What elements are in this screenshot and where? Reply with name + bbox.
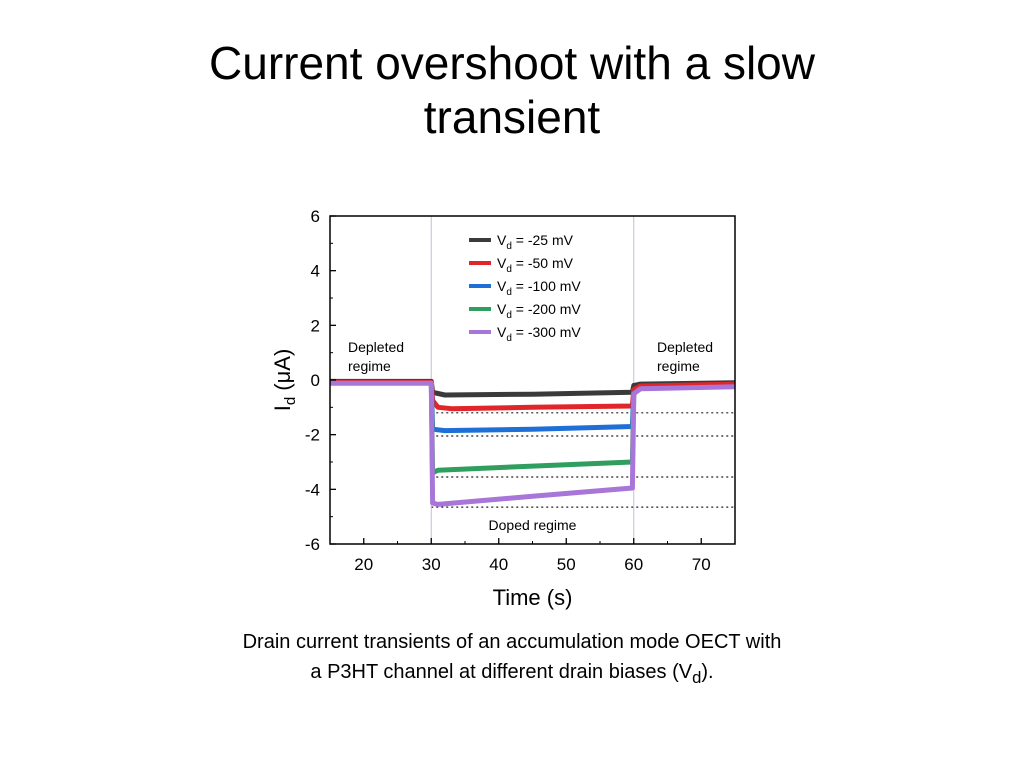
legend-label: Vd = -50 mV xyxy=(497,255,574,275)
legend-label: Vd = -25 mV xyxy=(497,232,574,252)
figure-caption: Drain current transients of an accumulat… xyxy=(0,627,1024,693)
caption-line-2: a P3HT channel at different drain biases… xyxy=(0,657,1024,693)
slide-title: Current overshoot with a slow transient xyxy=(0,36,1024,144)
chart: 20 30 40 50 60 70 6 4 2 0 -2 -4 -6 Time (s) Id (μA) Dep… xyxy=(260,200,750,620)
y-tick-label: -4 xyxy=(305,480,320,499)
legend-label: Vd = -100 mV xyxy=(497,278,581,298)
y-tick-label: 0 xyxy=(311,371,320,390)
y-tick-label: -6 xyxy=(305,535,320,554)
annotation-bottom: Doped regime xyxy=(489,517,577,533)
x-tick-label: 50 xyxy=(557,555,576,574)
annotation-left-line2: regime xyxy=(348,358,391,374)
caption-line-1: Drain current transients of an accumulat… xyxy=(242,631,782,653)
annotation-right-line1: Depleted xyxy=(657,339,713,355)
y-tick-label: 2 xyxy=(311,316,320,335)
x-tick-label: 30 xyxy=(422,555,441,574)
x-tick-label: 60 xyxy=(624,555,643,574)
caption-line-2-pre: a P3HT channel at different drain biases… xyxy=(310,661,693,683)
x-tick-label: 40 xyxy=(489,555,508,574)
caption-line-2-sub: d xyxy=(692,668,702,687)
title-line-2: transient xyxy=(423,91,601,143)
series-line xyxy=(330,380,736,507)
title-line-1: Current overshoot with a slow xyxy=(209,37,815,89)
legend-label: Vd = -300 mV xyxy=(497,324,581,344)
x-tick-label: 20 xyxy=(354,555,373,574)
y-tick-label: 6 xyxy=(311,207,320,226)
x-axis-label: Time (s) xyxy=(493,585,573,610)
x-tick-label: 70 xyxy=(692,555,711,574)
legend-label: Vd = -200 mV xyxy=(497,301,581,321)
y-axis-label: Id (μA) xyxy=(270,349,299,412)
y-tick-label: 4 xyxy=(311,262,320,281)
caption-line-2-post: ). xyxy=(701,661,714,683)
y-tick-label: -2 xyxy=(305,426,320,445)
annotation-right-line2: regime xyxy=(657,358,700,374)
annotation-left-line1: Depleted xyxy=(348,339,404,355)
